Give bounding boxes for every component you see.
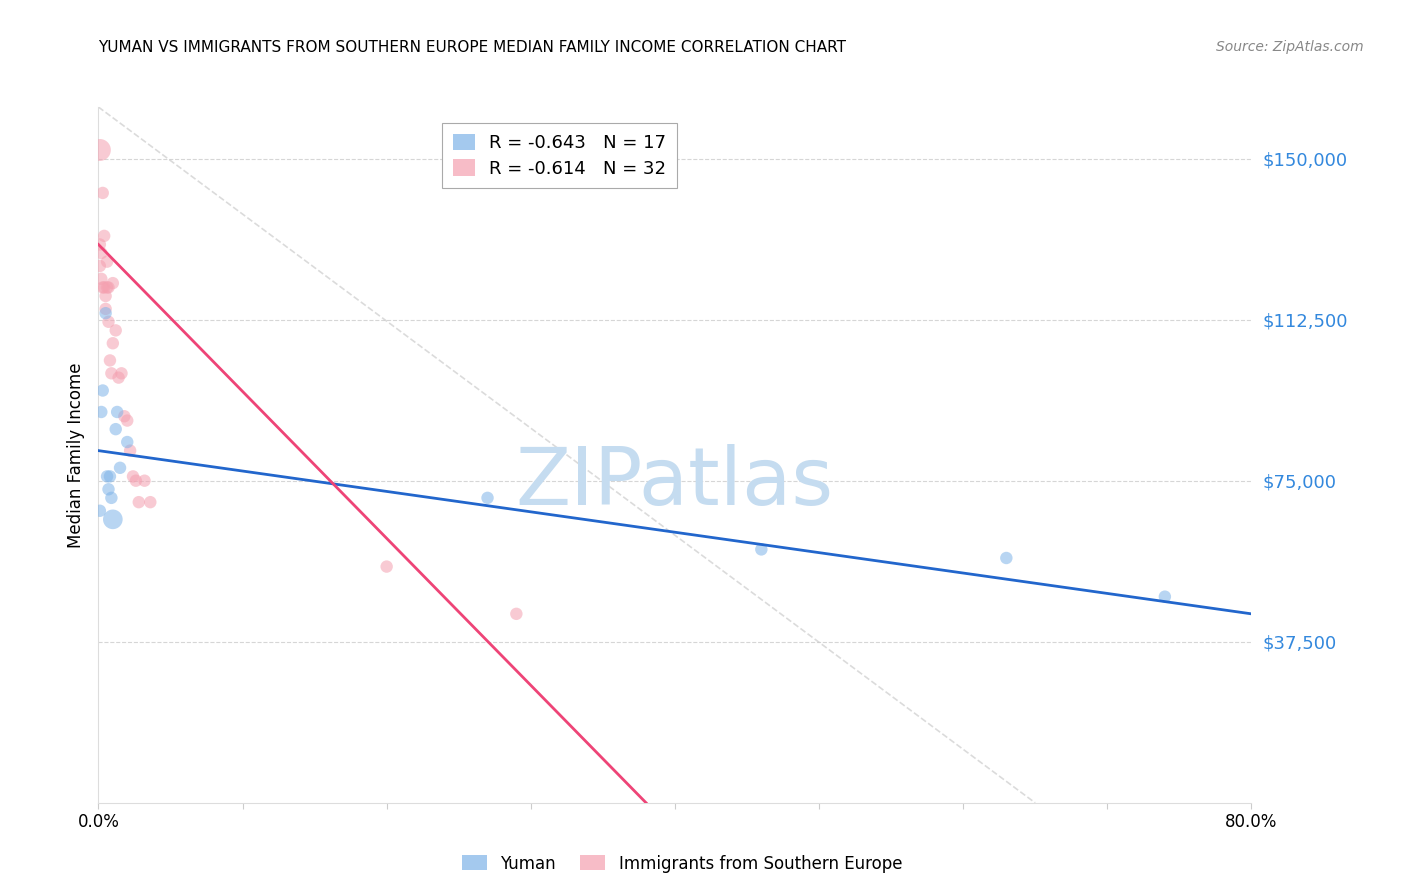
Point [89, 237, 111, 252]
Point [125, 474, 148, 488]
Point [117, 413, 138, 427]
Point [104, 323, 127, 337]
Point [101, 512, 124, 526]
Point [96, 254, 118, 268]
Point [751, 542, 773, 557]
Point [94, 289, 117, 303]
Point [90, 246, 112, 260]
Point [91, 186, 114, 200]
Point [91, 280, 114, 294]
Point [477, 491, 499, 505]
Point [1153, 590, 1175, 604]
Point [90, 405, 112, 419]
Point [134, 474, 156, 488]
Point [98, 469, 121, 483]
Text: YUMAN VS IMMIGRANTS FROM SOUTHERN EUROPE MEDIAN FAMILY INCOME CORRELATION CHART: YUMAN VS IMMIGRANTS FROM SOUTHERN EUROPE… [98, 40, 846, 55]
Point [93, 280, 115, 294]
Point [110, 367, 132, 381]
Point [112, 409, 135, 424]
Point [97, 483, 120, 497]
Point [94, 301, 117, 316]
Point [101, 336, 124, 351]
Point [89, 143, 111, 157]
Point [89, 504, 111, 518]
Point [139, 495, 162, 509]
Point [89, 259, 111, 273]
Point [105, 405, 128, 419]
Point [90, 272, 112, 286]
Point [107, 370, 129, 384]
Point [375, 559, 398, 574]
Point [93, 228, 115, 243]
Point [97, 280, 120, 294]
Point [101, 276, 124, 290]
Y-axis label: Median Family Income: Median Family Income [66, 362, 84, 548]
Text: ZIPatlas: ZIPatlas [516, 443, 834, 522]
Legend: R = -0.643   N = 17, R = -0.614   N = 32: R = -0.643 N = 17, R = -0.614 N = 32 [443, 123, 676, 188]
Point [97, 315, 120, 329]
Text: Source: ZipAtlas.com: Source: ZipAtlas.com [1216, 40, 1364, 54]
Point [100, 367, 122, 381]
Point [128, 495, 150, 509]
Point [96, 469, 118, 483]
Point [96, 280, 118, 294]
Point [122, 469, 145, 483]
Point [94, 306, 117, 320]
Point [91, 384, 114, 398]
Point [120, 443, 142, 458]
Point [104, 422, 127, 436]
Point [505, 607, 527, 621]
Point [117, 435, 138, 450]
Legend: Yuman, Immigrants from Southern Europe: Yuman, Immigrants from Southern Europe [456, 848, 908, 880]
Point [100, 491, 122, 505]
Point [995, 551, 1018, 566]
Point [98, 353, 121, 368]
Point [108, 460, 131, 475]
